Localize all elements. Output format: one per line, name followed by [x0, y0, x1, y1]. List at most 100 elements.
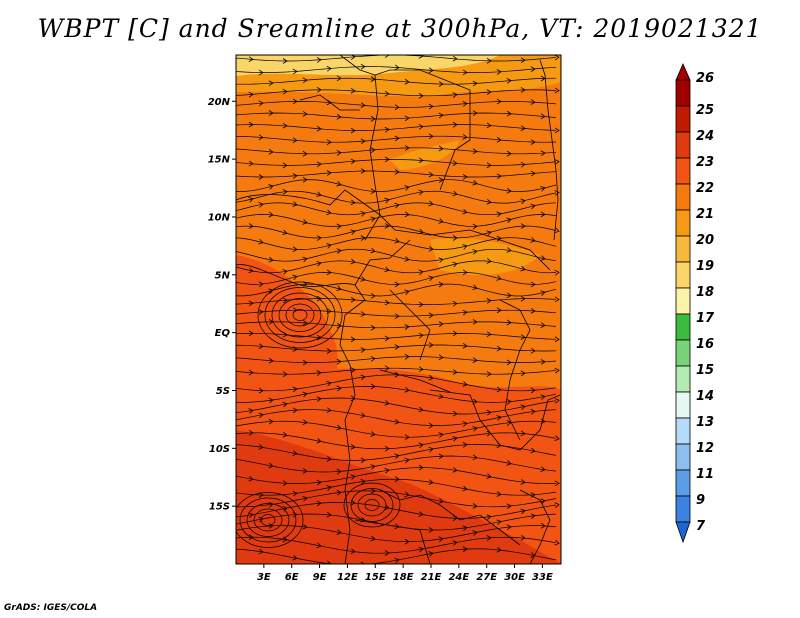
country-border: [439, 108, 471, 191]
streamline-arrow: [258, 174, 264, 180]
streamline-arrow: [506, 399, 512, 405]
streamline: [236, 432, 557, 450]
wbpt-field: [236, 55, 561, 564]
streamline-arrow: [418, 442, 424, 449]
streamline-arrow: [258, 548, 264, 555]
streamline-arrow: [282, 88, 288, 95]
streamline-arrow: [384, 197, 390, 204]
streamline-arrow: [496, 307, 502, 314]
streamline-arrow: [428, 479, 434, 485]
colorbar-swatch: [675, 261, 691, 289]
colorbar-swatch: [675, 131, 691, 159]
streamline-arrow: [418, 332, 424, 339]
streamline-arrow: [404, 78, 410, 85]
streamline-arrow: [428, 133, 434, 140]
streamline-arrow: [452, 300, 458, 307]
streamline-arrow: [530, 492, 536, 498]
streamline: [236, 525, 557, 542]
streamline-arrow: [540, 498, 546, 505]
streamline-arrow: [350, 258, 356, 265]
streamline-arrow: [472, 357, 478, 363]
streamline-arrow: [438, 81, 444, 87]
latitude-axis: 20N 15N 10N 5N EQ 5S 10S 15S: [208, 97, 236, 513]
streamline-arrow: [360, 235, 366, 241]
streamline-arrow: [404, 211, 410, 218]
colorbar-label: 15: [696, 363, 714, 378]
streamline-arrow: [472, 284, 478, 291]
streamline-arrow: [540, 211, 546, 218]
streamline-arrow: [282, 297, 288, 304]
colorbar-top-arrow: [675, 63, 691, 81]
streamline-arrow: [326, 65, 332, 72]
streamline: [236, 536, 557, 554]
lon-tick-label: 24E: [448, 572, 469, 583]
streamline-arrow: [452, 190, 458, 197]
streamline-arrow: [302, 495, 308, 502]
colorbar-label: 22: [696, 181, 714, 196]
streamline-arrow: [268, 418, 274, 425]
streamline-arrow: [302, 176, 308, 183]
streamline-arrow: [302, 419, 308, 425]
streamline-arrow: [360, 457, 366, 464]
streamline-arrow: [428, 103, 434, 110]
colorbar-bottom-arrow: [675, 521, 691, 544]
streamline-arrow: [384, 126, 390, 133]
streamline-arrow: [326, 348, 332, 354]
streamline-arrow: [258, 412, 264, 419]
streamline-arrow: [282, 371, 288, 378]
streamline-arrow: [428, 275, 434, 282]
streamline-arrow: [496, 491, 502, 497]
lon-tick-label: 18E: [393, 572, 414, 583]
streamline-arrow: [418, 511, 424, 517]
streamline-arrow: [292, 450, 298, 456]
country-border: [379, 369, 451, 393]
vortex-streamline: [264, 287, 336, 343]
streamline-arrow: [350, 367, 356, 373]
streamline-arrow: [530, 513, 536, 519]
streamline: [236, 321, 557, 329]
streamline-arrow: [316, 161, 322, 168]
streamline-arrow: [418, 366, 424, 373]
streamline-arrow: [554, 190, 560, 196]
streamline-arrow: [428, 422, 434, 429]
streamline-arrow: [428, 312, 434, 319]
streamline-arrow: [370, 292, 376, 299]
streamline-arrow: [506, 150, 512, 157]
streamline-arrow: [530, 387, 536, 394]
streamline-arrow: [360, 168, 366, 174]
streamline-arrow: [496, 69, 502, 75]
lat-tick-label: 5N: [215, 270, 231, 281]
streamline-arrow: [268, 397, 274, 404]
streamline-arrow: [268, 288, 274, 294]
country-border: [236, 189, 381, 216]
streamline-arrow: [384, 266, 390, 273]
streamline-arrow: [384, 335, 390, 342]
streamline-arrow: [336, 285, 342, 292]
streamline-arrow: [418, 92, 424, 99]
streamline-arrow: [336, 468, 342, 475]
streamline-arrow: [336, 358, 342, 365]
streamline-arrow: [520, 508, 526, 515]
streamline-arrow: [530, 170, 536, 177]
streamline-arrow: [554, 502, 560, 508]
streamline-arrow: [248, 56, 254, 63]
colorbar-swatch: [675, 287, 691, 315]
streamline-arrow: [248, 121, 254, 128]
colorbar-label: 20: [696, 233, 714, 248]
streamline-arrow: [418, 269, 424, 276]
colorbar-label: 14: [696, 389, 714, 404]
streamline-arrow: [248, 475, 254, 482]
streamline-arrow: [486, 162, 492, 169]
streamline-arrow: [404, 289, 410, 295]
streamline-arrow: [472, 148, 478, 155]
streamline-arrow: [486, 535, 492, 541]
streamline-arrow: [394, 453, 400, 459]
streamline-arrow: [248, 512, 254, 518]
streamline: [236, 455, 557, 473]
vortex-streamline: [278, 298, 322, 332]
field-region-sahel-patch: [390, 140, 460, 170]
streamline-arrow: [350, 158, 356, 165]
colorbar-swatch: [675, 209, 691, 237]
streamline-arrow: [506, 78, 512, 84]
